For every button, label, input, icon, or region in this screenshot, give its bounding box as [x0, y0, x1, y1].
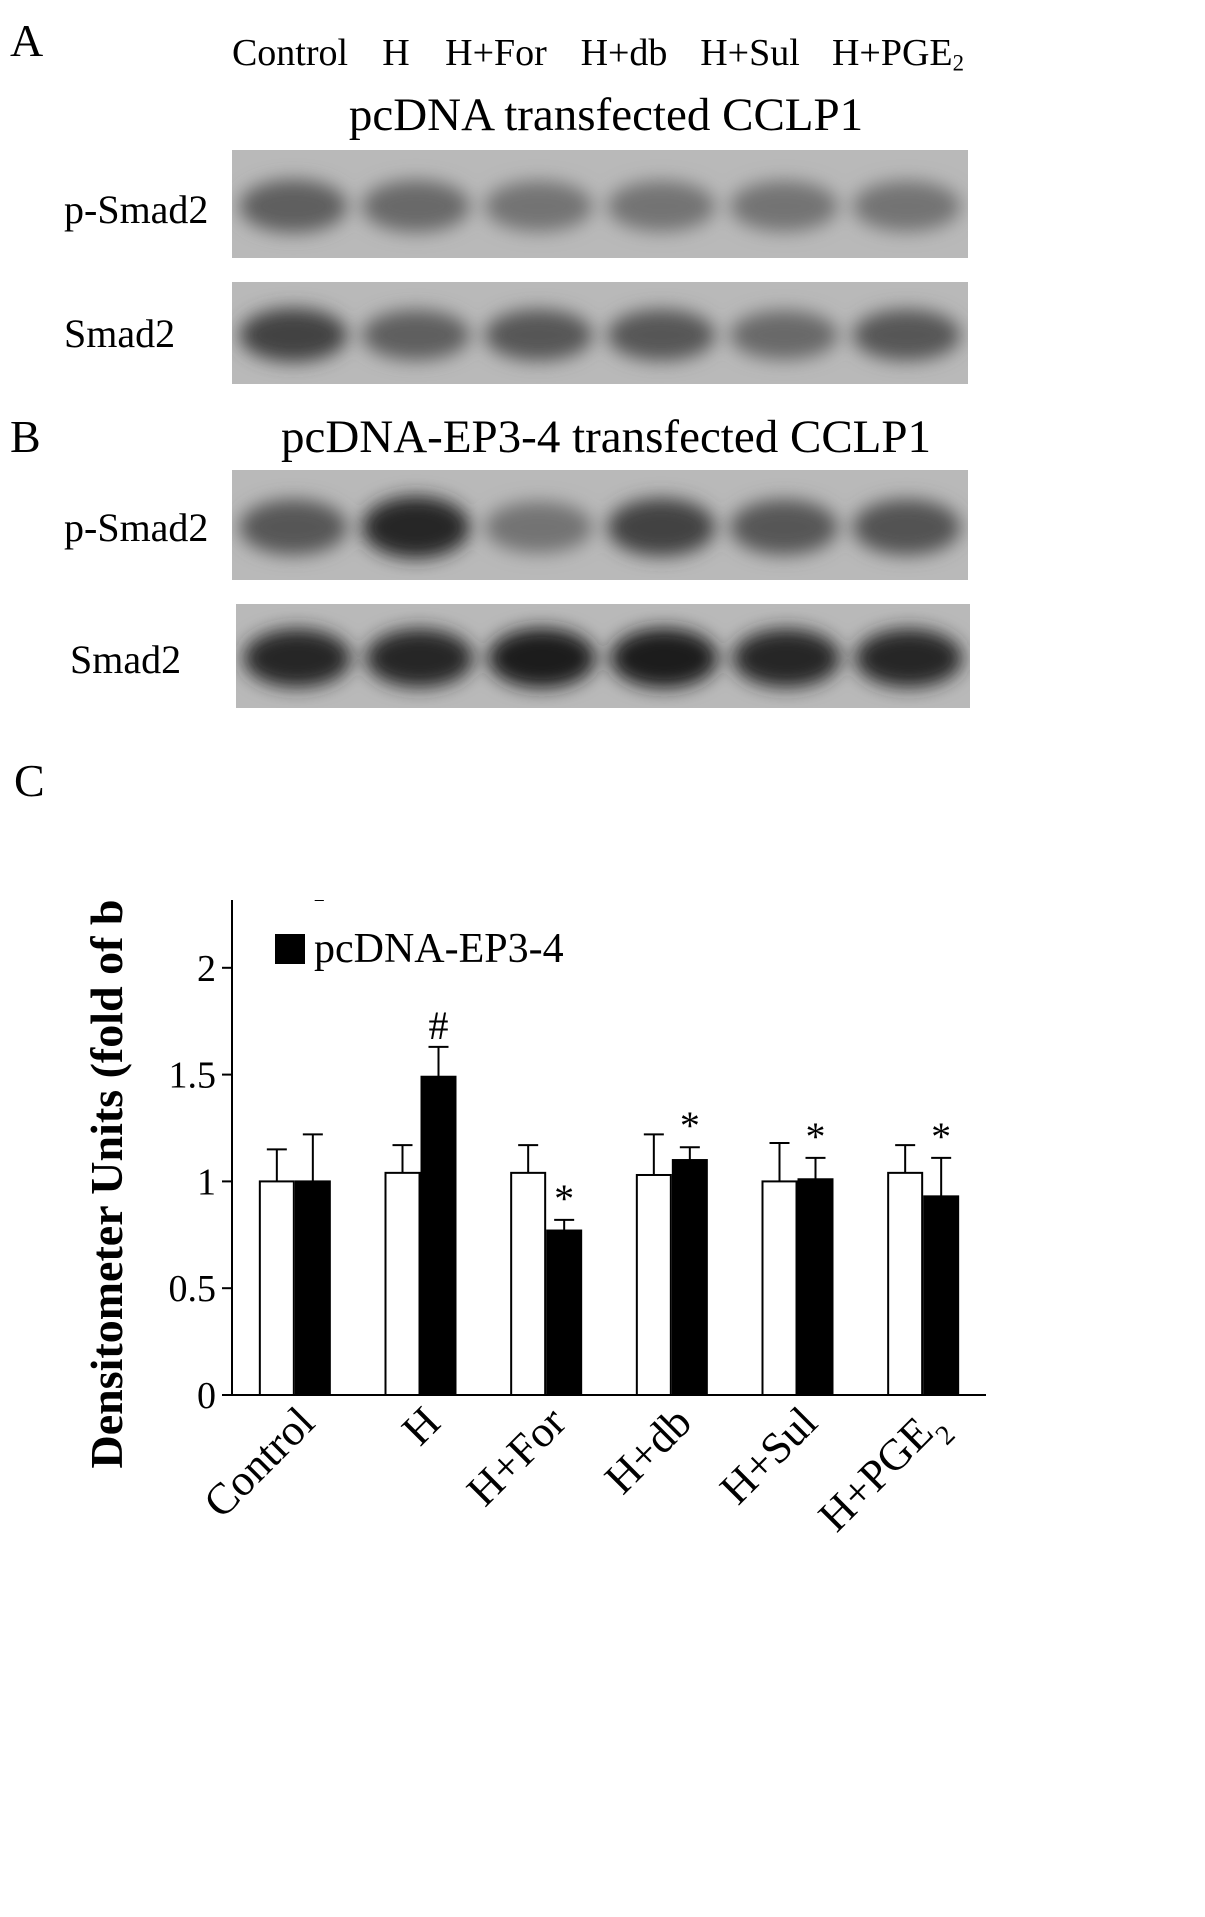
panel-a-title: pcDNA transfected CCLP1 [348, 89, 864, 141]
blot-band [484, 501, 593, 553]
bar-pcdna [887, 1171, 924, 1396]
bar-pcdna [384, 1171, 421, 1396]
blot-band [732, 628, 841, 688]
blot-background [236, 604, 970, 708]
blot-image [232, 470, 968, 580]
bar-pcdna [258, 1180, 295, 1396]
blot-band [855, 628, 963, 688]
x-tick-label: H+db [595, 1397, 701, 1503]
blot-image [232, 282, 968, 384]
bar-pcdna [635, 1173, 672, 1396]
panel-b-smad2-blot [236, 604, 970, 708]
blot-band [607, 309, 716, 361]
panel-a-psmad2-label: p-Smad2 [64, 187, 209, 232]
blot-band [852, 309, 961, 361]
blot-band [362, 180, 470, 233]
blot-band [239, 308, 348, 362]
blot-band [365, 628, 474, 688]
panel-b-title: pcDNA-EP3-4 transfected CCLP1 [280, 411, 932, 463]
blot-band [607, 498, 716, 557]
blot-band [243, 628, 351, 688]
panel-b-psmad2-label: p-Smad2 [64, 505, 209, 550]
x-tick-label: H [392, 1397, 449, 1454]
blot-band [852, 499, 961, 556]
y-tick-label: 1 [197, 1161, 216, 1203]
bar-pcdna-ep3-4 [294, 1180, 331, 1396]
panel-c-letter: C [14, 755, 45, 806]
x-tick-label: H+For [457, 1397, 575, 1515]
bar-pcdna-ep3-4 [923, 1195, 960, 1396]
blot-band [730, 310, 838, 360]
bar-pcdna [510, 1171, 547, 1396]
blot-band [610, 628, 718, 689]
blot-band [607, 180, 716, 232]
panel-a-smad2-label: Smad2 [64, 311, 176, 356]
x-tick-label: H+Sul [710, 1397, 826, 1513]
significance-marker: * [931, 1114, 951, 1159]
significance-marker: * [680, 1103, 700, 1148]
significance-marker: * [554, 1176, 574, 1221]
panel-a-psmad2-blot [232, 150, 968, 258]
blot-band [239, 499, 348, 555]
blot-band [484, 309, 593, 361]
bar-pcdna-ep3-4 [420, 1075, 457, 1396]
lane-label-h-for: H+For [445, 32, 547, 74]
y-tick-label: 1.5 [169, 1055, 217, 1097]
x-tick-label: H+PGE2 [809, 1397, 961, 1549]
y-tick-label: 0.5 [169, 1268, 217, 1310]
legend-label: pcDNA-EP3-4 [314, 926, 564, 972]
blot-band [730, 180, 838, 232]
blot-band [488, 628, 596, 689]
y-axis-label: Densitometer Units (fold of basal) [81, 900, 132, 1468]
bar-chart: 00.511.522.5Densitometer Units (fold of … [81, 900, 986, 1549]
blot-image [232, 150, 968, 258]
blot-band [484, 180, 593, 232]
blot-band [362, 309, 470, 361]
lane-label-h-sul: H+Sul [700, 32, 800, 74]
blot-band [362, 496, 470, 559]
blot-band [239, 179, 348, 233]
bar-pcdna [761, 1180, 798, 1396]
y-tick-label: 0 [197, 1375, 216, 1417]
blot-background [232, 470, 968, 580]
panel-a-smad2-blot [232, 282, 968, 384]
bar-pcdna-ep3-4 [546, 1229, 583, 1397]
panel-b-psmad2-blot [232, 470, 968, 580]
panel-a-letter: A [10, 15, 44, 66]
panel-b-letter: B [10, 411, 41, 462]
blot-band [852, 180, 961, 232]
lane-label-control: Control [231, 32, 349, 74]
lane-label-h-pge2: H+PGE2 [831, 32, 965, 76]
blot-background [232, 150, 968, 258]
panel-b-smad2-label: Smad2 [70, 637, 182, 682]
significance-marker: # [429, 1003, 449, 1048]
bar-pcdna-ep3-4 [797, 1178, 834, 1396]
significance-marker: * [806, 1114, 826, 1159]
blot-background [232, 282, 968, 384]
lane-label-h: H [382, 32, 410, 74]
lane-label-h-db: H+db [580, 32, 668, 74]
y-tick-label: 2 [197, 948, 216, 990]
bar-pcdna-ep3-4 [671, 1159, 708, 1397]
blot-image [236, 604, 970, 708]
legend-swatch [275, 934, 305, 964]
legend-label: pcDNA [314, 900, 445, 902]
blot-band [730, 499, 838, 555]
